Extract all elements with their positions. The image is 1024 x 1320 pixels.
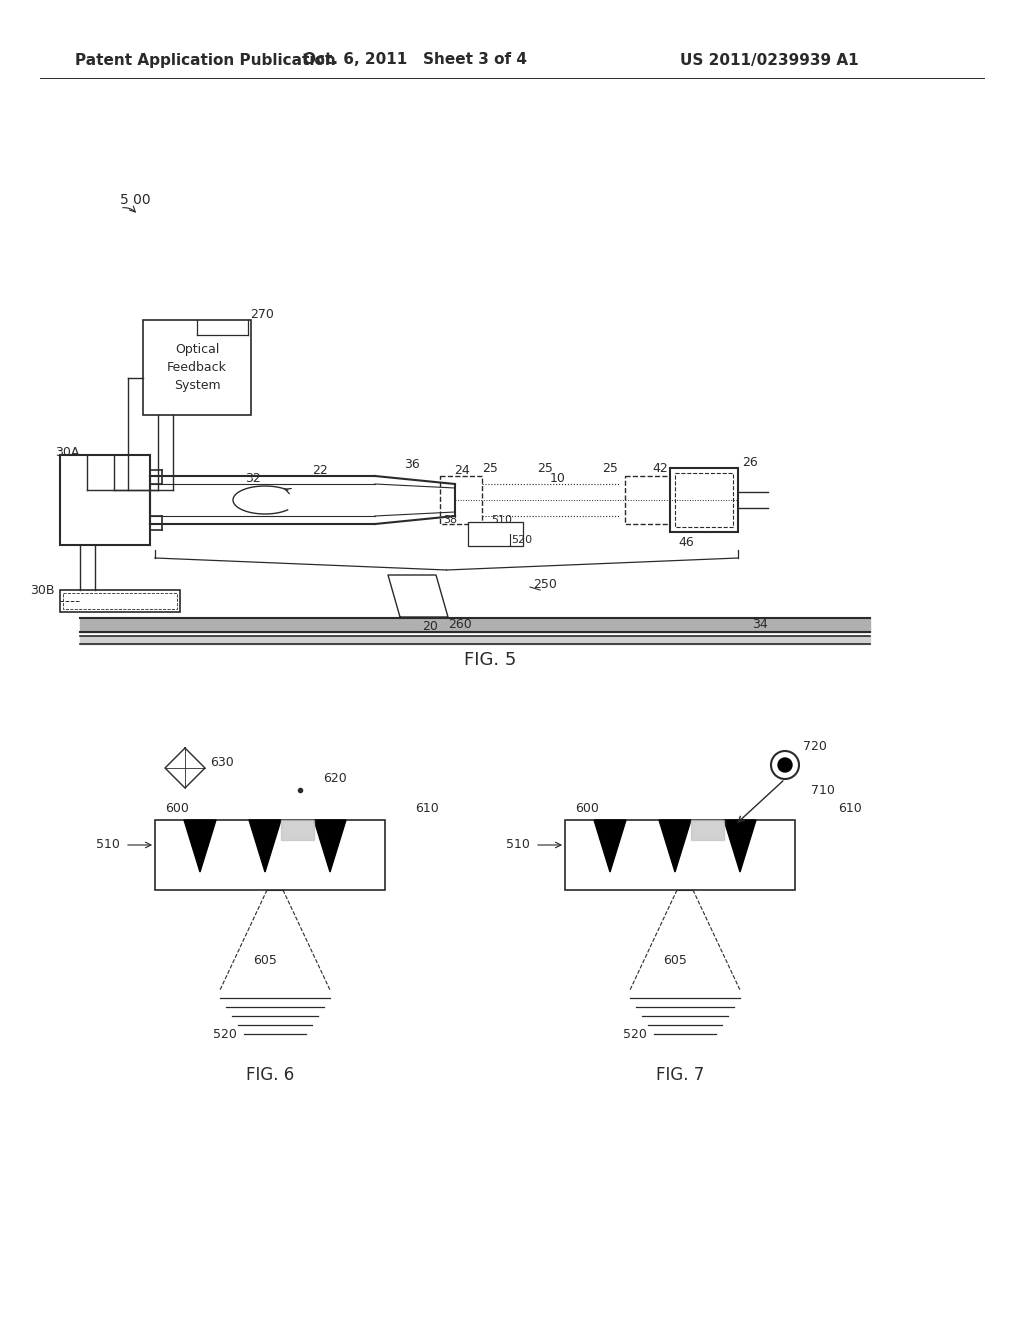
Bar	[440, 477, 482, 524]
Text: 510: 510	[492, 515, 512, 525]
Text: 520: 520	[623, 1028, 647, 1041]
Text: 42: 42	[652, 462, 668, 474]
Text: 20: 20	[422, 620, 438, 634]
Text: 520: 520	[511, 535, 532, 545]
Text: 34: 34	[752, 619, 768, 631]
Polygon shape	[249, 820, 281, 873]
Text: Patent Application Publication: Patent Application Publication	[75, 53, 336, 67]
Text: 36: 36	[404, 458, 420, 470]
Text: 260: 260	[449, 619, 472, 631]
Text: 250: 250	[534, 578, 557, 591]
Text: FIG. 6: FIG. 6	[246, 1067, 294, 1084]
Text: 610: 610	[838, 801, 862, 814]
Polygon shape	[184, 820, 216, 873]
Polygon shape	[659, 820, 691, 873]
Text: 30A: 30A	[55, 446, 80, 458]
Bar	[675, 473, 733, 527]
Text: 620: 620	[324, 771, 347, 784]
Text: 720: 720	[803, 741, 827, 754]
Text: 25: 25	[537, 462, 553, 474]
Bar	[143, 319, 251, 414]
Bar	[468, 521, 523, 546]
Text: 46: 46	[678, 536, 694, 549]
Text: 520: 520	[213, 1028, 237, 1041]
Text: 5 00: 5 00	[120, 193, 151, 207]
Text: 510: 510	[506, 838, 530, 851]
Bar	[625, 477, 670, 524]
Text: Feedback: Feedback	[167, 360, 227, 374]
Text: Oct. 6, 2011   Sheet 3 of 4: Oct. 6, 2011 Sheet 3 of 4	[303, 53, 527, 67]
Text: 22: 22	[312, 463, 328, 477]
Polygon shape	[314, 820, 346, 873]
Text: 610: 610	[415, 801, 438, 814]
Text: 24: 24	[454, 463, 470, 477]
Text: 25: 25	[602, 462, 617, 474]
Bar	[60, 455, 150, 545]
Text: 30B: 30B	[31, 583, 55, 597]
Text: FIG. 7: FIG. 7	[656, 1067, 705, 1084]
Text: 605: 605	[664, 953, 687, 966]
Text: 10: 10	[550, 471, 566, 484]
Text: 26: 26	[742, 455, 758, 469]
Text: FIG. 5: FIG. 5	[464, 651, 516, 669]
Polygon shape	[724, 820, 756, 873]
Text: 630: 630	[210, 755, 233, 768]
Text: 510: 510	[96, 838, 120, 851]
Text: US 2011/0239939 A1: US 2011/0239939 A1	[680, 53, 859, 67]
Circle shape	[778, 758, 792, 772]
Bar	[155, 820, 385, 890]
Text: System: System	[174, 379, 220, 392]
Text: 32: 32	[245, 471, 261, 484]
Bar	[60, 590, 180, 612]
Bar	[670, 469, 738, 532]
Text: Optical: Optical	[175, 343, 219, 356]
Polygon shape	[594, 820, 626, 873]
Text: 600: 600	[575, 801, 599, 814]
Text: 710: 710	[811, 784, 835, 796]
Bar	[63, 593, 177, 609]
Text: 38: 38	[443, 515, 457, 525]
Text: 605: 605	[253, 953, 276, 966]
Polygon shape	[165, 748, 205, 788]
Text: 270: 270	[250, 309, 273, 322]
Text: 25: 25	[482, 462, 498, 474]
Text: 600: 600	[165, 801, 188, 814]
Bar	[565, 820, 795, 890]
